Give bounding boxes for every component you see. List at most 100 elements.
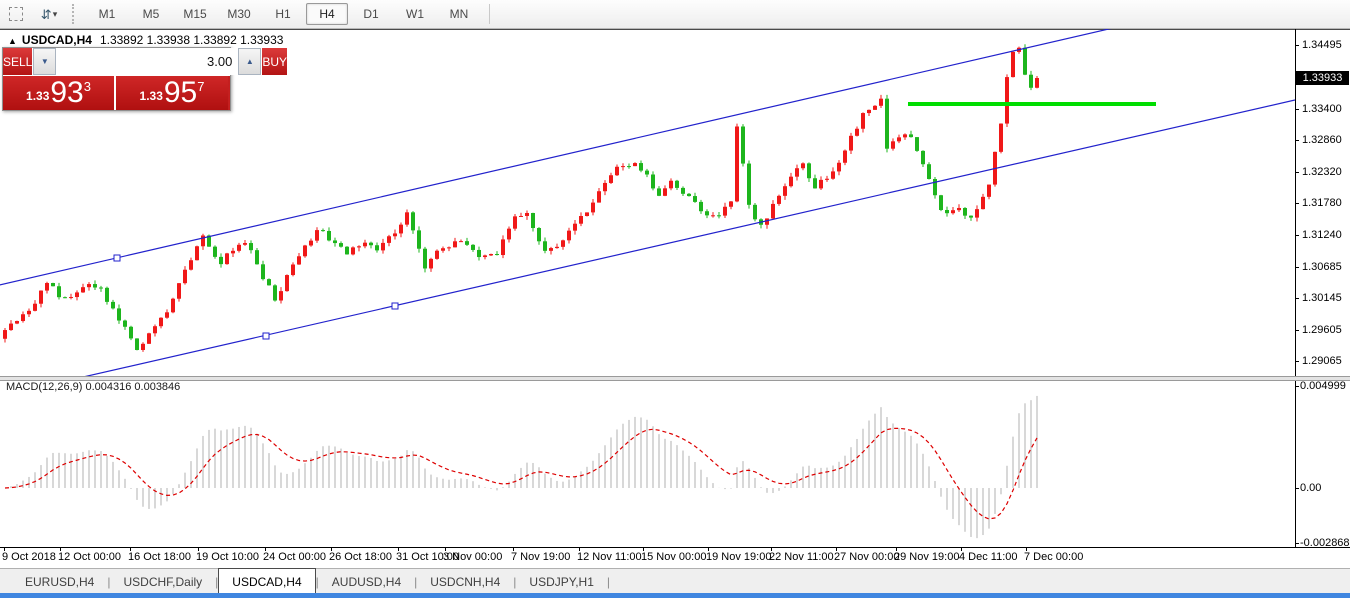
timeframe-button-m15[interactable]: M15 <box>183 7 207 21</box>
timeframe-button-m30[interactable]: M30 <box>227 7 251 21</box>
candle <box>213 246 217 257</box>
macd-axis-label: 0.004999 <box>1300 379 1346 392</box>
timeframe-button-m1[interactable]: M1 <box>98 7 116 21</box>
chart-tab-eurusd-h4[interactable]: EURUSD,H4 <box>25 574 95 589</box>
candle <box>135 338 139 350</box>
chart-tab-usdcnh-h4[interactable]: USDCNH,H4 <box>430 574 501 589</box>
candle <box>267 279 271 286</box>
buy-button[interactable]: BUY <box>262 48 288 75</box>
chart-ohlc-values: 1.33892 1.33938 1.33892 1.33933 <box>99 33 284 47</box>
time-axis-line <box>0 547 1350 548</box>
candle <box>921 150 925 165</box>
buy-price-display[interactable]: 1.33 95 7 <box>116 76 228 110</box>
candle <box>591 202 595 213</box>
candle <box>51 283 55 287</box>
trade-levels-dropdown-button[interactable]: ⇵ ▾ <box>32 4 66 24</box>
time-axis-label: 31 Oct 10:00 <box>396 551 459 563</box>
candle <box>1011 51 1015 78</box>
pane-splitter[interactable] <box>0 376 1350 381</box>
candle <box>603 182 607 192</box>
chart-tab-usdchf-daily[interactable]: USDCHF,Daily <box>123 574 203 589</box>
candle <box>333 240 337 244</box>
candle <box>297 256 301 265</box>
candle <box>339 243 343 247</box>
current-price-badge: 1.33933 <box>1296 71 1349 85</box>
candle <box>873 105 877 110</box>
candle <box>999 123 1003 152</box>
volume-decrease-button[interactable]: ▼ <box>33 48 57 75</box>
candle <box>255 250 259 265</box>
candle <box>117 308 121 321</box>
timeframe-button-h4[interactable]: H4 <box>306 3 348 25</box>
candle <box>741 126 745 164</box>
candle <box>177 283 181 299</box>
candle <box>903 134 907 138</box>
macd-axis-tick <box>1295 488 1299 489</box>
candle <box>129 326 133 339</box>
buy-price-pipette: 7 <box>197 79 205 94</box>
candle <box>33 303 37 311</box>
candle <box>705 211 709 216</box>
price-axis-line <box>1295 29 1296 547</box>
price-axis-label: 1.32860 <box>1302 134 1342 147</box>
time-axis-tick <box>445 547 446 551</box>
candle <box>15 321 19 324</box>
candle <box>711 215 715 217</box>
candle <box>123 320 127 327</box>
macd-chart[interactable] <box>0 379 1295 547</box>
price-axis-label: 1.29065 <box>1302 355 1342 368</box>
candle <box>183 269 187 284</box>
candle <box>699 201 703 212</box>
candle <box>1035 78 1039 88</box>
macd-histogram <box>10 395 1038 539</box>
channel-handle[interactable] <box>262 332 270 340</box>
timeframe-button-w1[interactable]: W1 <box>406 7 424 21</box>
price-axis-label: 1.29605 <box>1302 323 1342 336</box>
candle <box>753 204 757 220</box>
chart-tab-usdcad-h4[interactable]: USDCAD,H4 <box>218 568 316 594</box>
sell-price-display[interactable]: 1.33 93 3 <box>3 76 116 110</box>
candle <box>597 191 601 203</box>
candle <box>195 246 199 261</box>
chart-top-border <box>0 29 1350 30</box>
price-chart[interactable] <box>0 29 1295 376</box>
candle <box>387 236 391 243</box>
candle <box>201 235 205 247</box>
timeframe-button-h1[interactable]: H1 <box>275 7 291 21</box>
candle <box>765 218 769 225</box>
collapse-panel-icon[interactable]: ▲ <box>8 36 17 46</box>
chart-tab-usdjpy-h1[interactable]: USDJPY,H1 <box>529 574 594 589</box>
time-axis-tick <box>130 547 131 551</box>
channel-handle[interactable] <box>391 302 399 310</box>
candle <box>777 195 781 204</box>
selection-tool-icon[interactable] <box>5 4 27 24</box>
volume-input[interactable] <box>56 48 239 75</box>
candle <box>375 245 379 251</box>
time-axis-label: 15 Nov 00:00 <box>641 551 707 563</box>
candle <box>675 180 679 188</box>
candle <box>471 244 475 250</box>
volume-increase-button[interactable]: ▲ <box>238 48 262 75</box>
timeframe-button-m5[interactable]: M5 <box>142 7 160 21</box>
time-axis-label: 26 Oct 18:00 <box>329 551 392 563</box>
time-axis-tick <box>708 547 709 551</box>
candle <box>555 246 559 249</box>
sell-button[interactable]: SELL <box>3 48 33 75</box>
candle <box>621 166 625 168</box>
macd-axis-label: -0.002868 <box>1300 537 1350 549</box>
candle <box>609 175 613 183</box>
candle <box>237 244 241 251</box>
candle <box>1029 74 1033 88</box>
timeframe-button-d1[interactable]: D1 <box>363 7 379 21</box>
time-axis-label: 9 Oct 2018 <box>2 551 56 563</box>
price-axis-tick <box>1295 266 1299 268</box>
timeframe-button-mn[interactable]: MN <box>449 7 469 21</box>
candle <box>1023 47 1027 75</box>
candle <box>861 113 865 129</box>
channel-handle[interactable] <box>113 254 121 262</box>
chart-tab-audusd-h4[interactable]: AUDUSD,H4 <box>331 574 402 589</box>
time-axis-tick <box>836 547 837 551</box>
candle <box>273 285 277 301</box>
candle <box>909 134 913 138</box>
candle <box>975 209 979 218</box>
